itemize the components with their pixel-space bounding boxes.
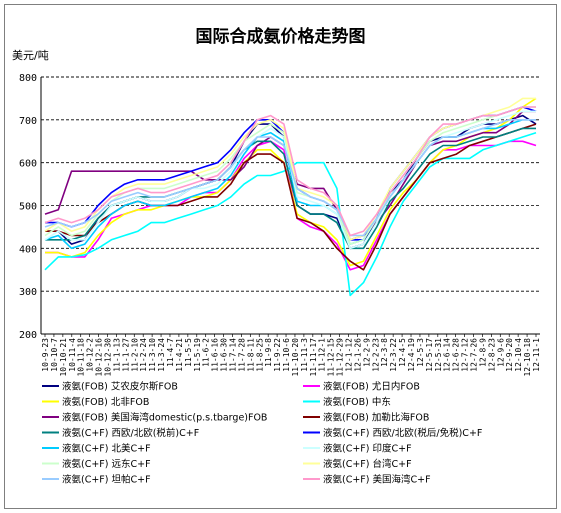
- legend-entry: 液氨(FOB) 美国海湾domestic(p.s.tbarge)FOB: [62, 412, 267, 424]
- x-tick-label: 11-2-24: [139, 338, 148, 372]
- x-tick-label: 11-12-1: [318, 338, 327, 372]
- y-tick-label: 200: [19, 330, 37, 341]
- x-tick-label: 11-8-25: [255, 338, 264, 372]
- x-tick-label: 11-3-24: [157, 338, 166, 372]
- x-tick-label: 12-2-9: [362, 338, 371, 367]
- x-tick-label: 12-8-23: [487, 338, 496, 372]
- y-tick-label: 500: [19, 202, 37, 213]
- x-tick-label: 10-12-30: [103, 338, 112, 377]
- x-tick-label: 10-10-7: [50, 338, 59, 372]
- gridlines: [41, 76, 540, 292]
- x-tick-label: 11-11-3: [300, 338, 309, 372]
- x-tick-label: 11-12-29: [336, 338, 345, 377]
- series-line-13: [44, 119, 536, 237]
- x-tick-label: 11-6-16: [211, 338, 220, 372]
- x-tick-labels: 10-9-23 10-10-7 10-10-21 10-11-4 10-11-18 10-…: [41, 338, 541, 377]
- x-tick-label: 11-6-2: [202, 338, 211, 367]
- legend-entry: 液氨(FOB) 加勒比海FOB: [323, 412, 429, 424]
- x-tick-label: 11-6-30: [220, 338, 229, 372]
- legend-entry: 液氨(C+F) 坦帕C+F: [62, 474, 151, 486]
- legend-entry: 液氨(C+F) 西欧/北欧(税前)C+F: [62, 427, 199, 439]
- y-tick-label: 400: [19, 244, 37, 255]
- chart-title: 国际合成氨价格走势图: [195, 27, 366, 47]
- x-tick-label: 11-11-17: [309, 338, 318, 377]
- x-tick-label: 12-3-22: [389, 338, 398, 372]
- x-tick-label: 12-7-26: [470, 338, 479, 372]
- x-tick-label: 11-10-20: [291, 338, 300, 377]
- x-tick-label: 11-7-28: [237, 338, 246, 372]
- x-tick-label: 11-2-10: [130, 338, 139, 372]
- x-tick-label: 12-3-8: [380, 338, 389, 367]
- chart-frame: [4, 4, 557, 509]
- x-tick-label: 11-4-7: [166, 338, 175, 367]
- legend-entry: 液氨(C+F) 美国海湾C+F: [323, 474, 431, 486]
- x-tick-label: 12-1-26: [353, 338, 362, 372]
- x-tick-label: 11-8-11: [246, 338, 255, 372]
- x-tick-label: 12-5-17: [425, 338, 434, 372]
- legend-entry: 液氨(FOB) 尤日内FOB: [323, 381, 420, 393]
- x-tick-label: 11-7-14: [228, 338, 237, 372]
- legend: 液氨(FOB) 艾农皮尔斯FOB 液氨(FOB) 尤日内FOB 液氨(FOB) 北非…: [42, 381, 482, 486]
- x-tick-label: 10-11-4: [68, 338, 77, 372]
- legend-entry: 液氨(C+F) 西欧/北欧(税后/免税)C+F: [323, 427, 482, 439]
- x-tick-label: 12-8-9: [478, 338, 487, 367]
- legend-entry: 液氨(C+F) 台湾C+F: [323, 458, 412, 470]
- x-tick-label: 11-1-27: [121, 338, 130, 372]
- x-tick-label: 10-12-16: [95, 338, 104, 377]
- x-tick-label: 11-10-6: [282, 338, 291, 372]
- axes: 200 300 400 500 600 700 800: [19, 73, 540, 341]
- x-tick-label: 12-6-28: [452, 338, 461, 372]
- y-tick-label: 700: [19, 116, 37, 127]
- y-tick-label: 800: [19, 73, 37, 84]
- legend-entry: 液氨(FOB) 中东: [323, 396, 391, 408]
- y-axis-unit-label: 美元/吨: [12, 49, 49, 62]
- x-tick-label: 12-5-3: [416, 338, 425, 367]
- x-tick-label: 12-2-23: [371, 338, 380, 372]
- x-tick-label: 12-9-20: [505, 338, 514, 372]
- legend-entry: 液氨(C+F) 北美C+F: [62, 443, 151, 455]
- x-tick-label: 11-12-15: [327, 338, 336, 377]
- x-tick-label: 12-10-4: [514, 338, 523, 372]
- legend-entry: 液氨(FOB) 艾农皮尔斯FOB: [62, 381, 178, 393]
- x-tick-label: 12-4-19: [407, 338, 416, 372]
- x-tick-label: 12-9-6: [496, 338, 505, 367]
- x-tick-label: 11-9-8: [264, 338, 273, 367]
- y-tick-label: 300: [19, 287, 37, 298]
- legend-entry: 液氨(C+F) 印度C+F: [323, 443, 412, 455]
- y-tick-label: 600: [19, 159, 37, 170]
- x-tick-label: 12-7-12: [461, 338, 470, 372]
- x-tick-label: 12-4-5: [398, 338, 407, 367]
- x-tick-label: 11-5-5: [184, 338, 193, 367]
- x-tick-label: 10-9-23: [41, 338, 50, 372]
- x-tick-label: 12-6-14: [443, 338, 452, 372]
- x-tick-label: 11-9-22: [273, 338, 282, 372]
- x-tick-label: 11-5-19: [193, 338, 202, 372]
- series-line-14: [44, 106, 536, 237]
- x-tick-label: 12-11-1: [532, 338, 541, 372]
- x-tick-label: 10-12-2: [86, 338, 95, 372]
- x-tick-label: 10-11-18: [77, 338, 86, 377]
- legend-entry: 液氨(FOB) 北非FOB: [62, 396, 149, 408]
- x-tick-label: 11-1-13: [112, 338, 121, 372]
- x-tick-label: 11-4-21: [175, 338, 184, 372]
- x-tick-label: 10-10-21: [59, 338, 68, 377]
- x-tick-label: 12-10-18: [523, 338, 532, 377]
- legend-entry: 液氨(C+F) 远东C+F: [62, 458, 151, 470]
- x-tick-label: 11-3-10: [148, 338, 157, 372]
- x-tick-label: 12-5-31: [434, 338, 443, 372]
- series-lines: [44, 97, 537, 297]
- series-line-11: [44, 106, 536, 245]
- x-tick-label: 12-1-12: [345, 338, 354, 372]
